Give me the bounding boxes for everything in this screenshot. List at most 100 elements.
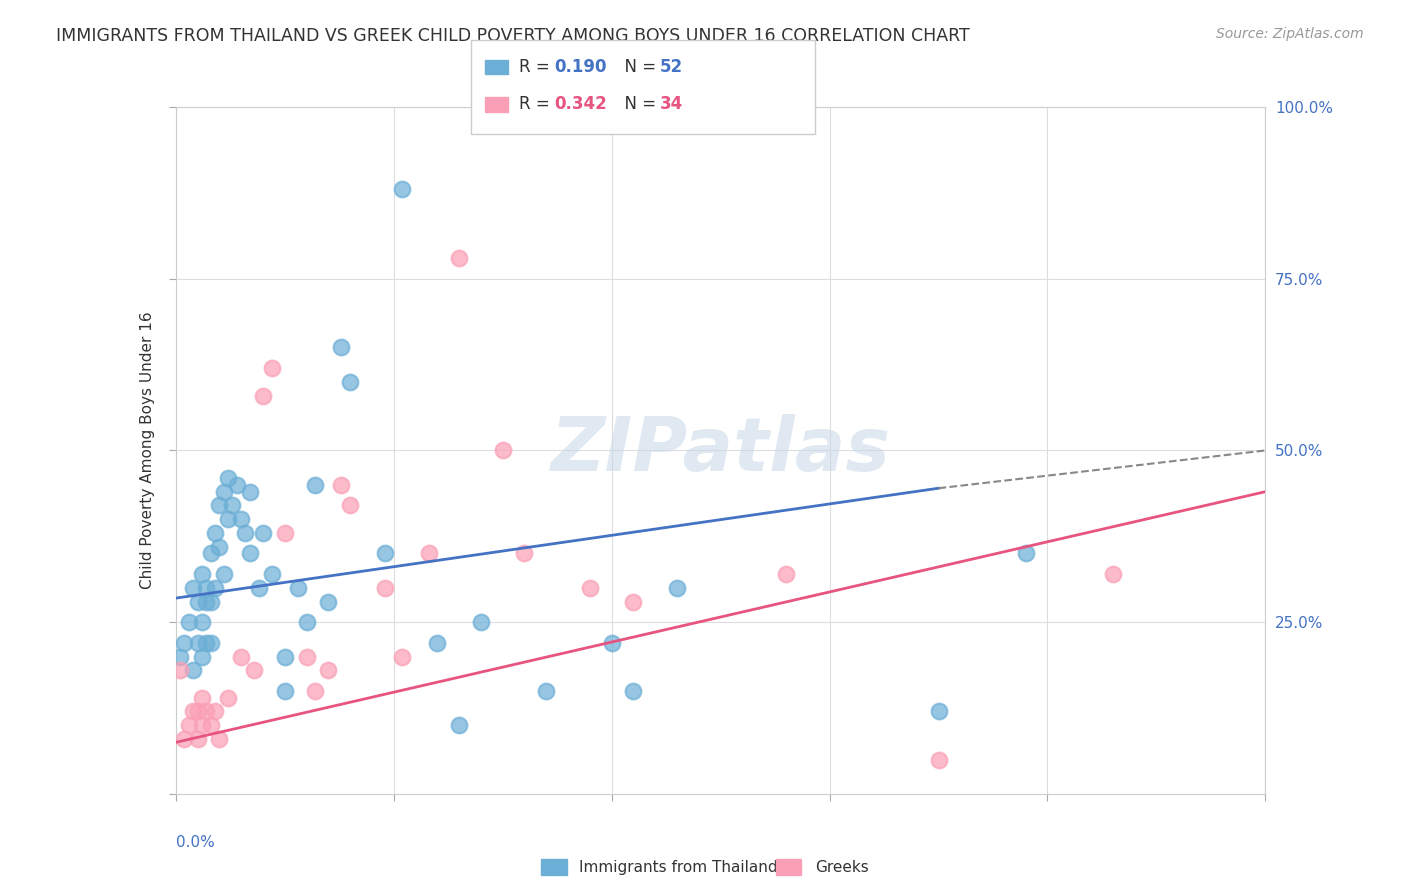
- Point: [260, 361, 283, 376]
- Point: [447, 251, 470, 265]
- Point: [195, 581, 218, 595]
- Point: [195, 594, 218, 608]
- Point: [173, 636, 195, 650]
- Point: [181, 581, 204, 595]
- Text: 0.0%: 0.0%: [176, 835, 215, 850]
- Point: [186, 731, 209, 746]
- Y-axis label: Child Poverty Among Boys Under 16: Child Poverty Among Boys Under 16: [141, 311, 155, 590]
- Point: [666, 581, 689, 595]
- Text: 0.190: 0.190: [554, 58, 606, 76]
- Point: [252, 388, 274, 402]
- Point: [304, 478, 326, 492]
- Point: [231, 649, 253, 664]
- Point: [169, 663, 191, 677]
- Text: ZIPatlas: ZIPatlas: [551, 414, 890, 487]
- Point: [204, 581, 226, 595]
- Point: [1102, 567, 1125, 582]
- Point: [186, 636, 209, 650]
- Point: [243, 663, 266, 677]
- Point: [621, 594, 644, 608]
- Point: [318, 594, 340, 608]
- Point: [330, 478, 353, 492]
- Text: R =: R =: [519, 95, 555, 113]
- Point: [191, 649, 214, 664]
- Point: [217, 512, 239, 526]
- Point: [208, 731, 231, 746]
- Point: [330, 340, 353, 354]
- Point: [260, 567, 283, 582]
- Point: [235, 525, 257, 540]
- Point: [221, 499, 243, 513]
- Point: [391, 649, 413, 664]
- Point: [621, 683, 644, 698]
- Point: [1015, 546, 1038, 561]
- Point: [225, 478, 247, 492]
- Point: [191, 690, 214, 705]
- Point: [339, 499, 361, 513]
- Point: [177, 615, 200, 630]
- Point: [200, 594, 222, 608]
- Text: 52: 52: [659, 58, 682, 76]
- Point: [470, 615, 492, 630]
- Point: [217, 690, 239, 705]
- Point: [426, 636, 449, 650]
- Point: [186, 594, 209, 608]
- Point: [600, 636, 623, 650]
- Point: [204, 705, 226, 719]
- Point: [928, 705, 950, 719]
- Point: [252, 525, 274, 540]
- Point: [287, 581, 309, 595]
- Point: [775, 567, 797, 582]
- Point: [391, 182, 413, 196]
- Text: R =: R =: [519, 58, 555, 76]
- Text: Greeks: Greeks: [815, 860, 869, 874]
- Point: [173, 731, 195, 746]
- Point: [181, 705, 204, 719]
- Point: [239, 484, 262, 499]
- Point: [304, 683, 326, 698]
- Point: [212, 567, 235, 582]
- Point: [181, 663, 204, 677]
- Point: [200, 636, 222, 650]
- Text: IMMIGRANTS FROM THAILAND VS GREEK CHILD POVERTY AMONG BOYS UNDER 16 CORRELATION : IMMIGRANTS FROM THAILAND VS GREEK CHILD …: [56, 27, 970, 45]
- Point: [195, 705, 218, 719]
- Text: Source: ZipAtlas.com: Source: ZipAtlas.com: [1216, 27, 1364, 41]
- Point: [208, 540, 231, 554]
- Text: N =: N =: [614, 95, 662, 113]
- Point: [204, 525, 226, 540]
- Point: [239, 546, 262, 561]
- Point: [928, 753, 950, 767]
- Text: 0.342: 0.342: [554, 95, 607, 113]
- Point: [169, 649, 191, 664]
- Point: [318, 663, 340, 677]
- Point: [247, 581, 270, 595]
- Point: [191, 615, 214, 630]
- Point: [200, 718, 222, 732]
- Point: [447, 718, 470, 732]
- Point: [579, 581, 602, 595]
- Point: [295, 649, 318, 664]
- Point: [177, 718, 200, 732]
- Point: [274, 525, 297, 540]
- Text: Immigrants from Thailand: Immigrants from Thailand: [579, 860, 778, 874]
- Point: [208, 499, 231, 513]
- Text: 34: 34: [659, 95, 683, 113]
- Point: [212, 484, 235, 499]
- Point: [295, 615, 318, 630]
- Point: [217, 471, 239, 485]
- Point: [191, 567, 214, 582]
- Point: [191, 718, 214, 732]
- Point: [513, 546, 536, 561]
- Point: [231, 512, 253, 526]
- Point: [534, 683, 557, 698]
- Point: [339, 375, 361, 389]
- Point: [200, 546, 222, 561]
- Point: [418, 546, 440, 561]
- Point: [374, 581, 396, 595]
- Point: [274, 683, 297, 698]
- Text: N =: N =: [614, 58, 662, 76]
- Point: [274, 649, 297, 664]
- Point: [492, 443, 515, 458]
- Point: [374, 546, 396, 561]
- Point: [186, 705, 209, 719]
